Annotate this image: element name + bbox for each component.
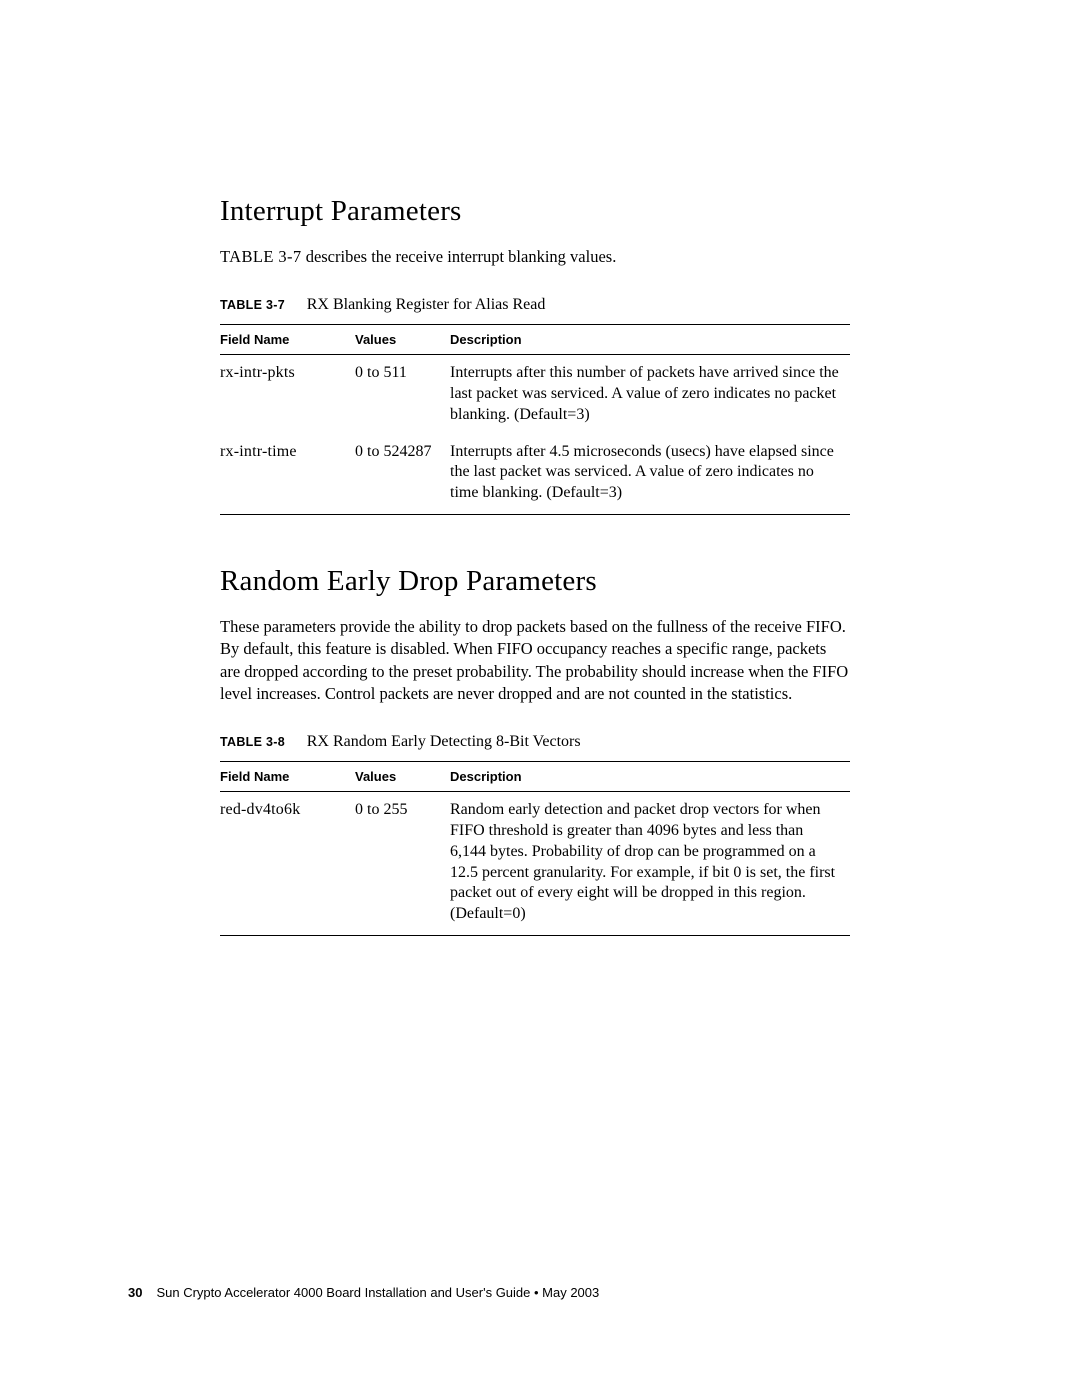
table1-r1-field: rx-intr-time [220,434,355,515]
table2-r0-values: 0 to 255 [355,792,450,936]
table1-label: TABLE 3-7 [220,298,285,312]
table-row: rx-intr-pkts 0 to 511 Interrupts after t… [220,355,850,434]
table2-header-desc: Description [450,762,850,792]
table1-r0-desc: Interrupts after this number of packets … [450,355,850,434]
table2-label: TABLE 3-8 [220,735,285,749]
table1-header-values: Values [355,325,450,355]
section2-intro: These parameters provide the ability to … [220,616,850,705]
table1-r0-field: rx-intr-pkts [220,355,355,434]
table1-r1-values: 0 to 524287 [355,434,450,515]
page-content: Interrupt Parameters TABLE 3-7 describes… [0,0,1080,936]
table-row: red-dv4to6k 0 to 255 Random early detect… [220,792,850,936]
table2-r0-field: red-dv4to6k [220,792,355,936]
table2-header-values: Values [355,762,450,792]
table1-header-field: Field Name [220,325,355,355]
section2-heading: Random Early Drop Parameters [220,565,850,598]
section1-heading: Interrupt Parameters [220,195,850,228]
table1-r1-desc: Interrupts after 4.5 microseconds (usecs… [450,434,850,515]
section1-intro-table-ref: TABLE 3-7 [220,247,302,266]
table1-header-desc: Description [450,325,850,355]
table2: Field Name Values Description red-dv4to6… [220,761,850,936]
table2-header-field: Field Name [220,762,355,792]
table2-title: RX Random Early Detecting 8-Bit Vectors [307,733,581,750]
table1: Field Name Values Description rx-intr-pk… [220,324,850,515]
section1-intro-rest: describes the receive interrupt blanking… [302,247,617,266]
table1-title: RX Blanking Register for Alias Read [307,296,546,313]
section1-intro: TABLE 3-7 describes the receive interrup… [220,246,850,268]
footer-text: Sun Crypto Accelerator 4000 Board Instal… [156,1285,599,1300]
table1-caption: TABLE 3-7 RX Blanking Register for Alias… [220,296,850,314]
page-footer: 30 Sun Crypto Accelerator 4000 Board Inst… [128,1285,599,1300]
table2-caption: TABLE 3-8 RX Random Early Detecting 8-Bi… [220,733,850,751]
table2-r0-desc: Random early detection and packet drop v… [450,792,850,936]
page-number: 30 [128,1285,142,1300]
table1-r0-values: 0 to 511 [355,355,450,434]
table-row: rx-intr-time 0 to 524287 Interrupts afte… [220,434,850,515]
